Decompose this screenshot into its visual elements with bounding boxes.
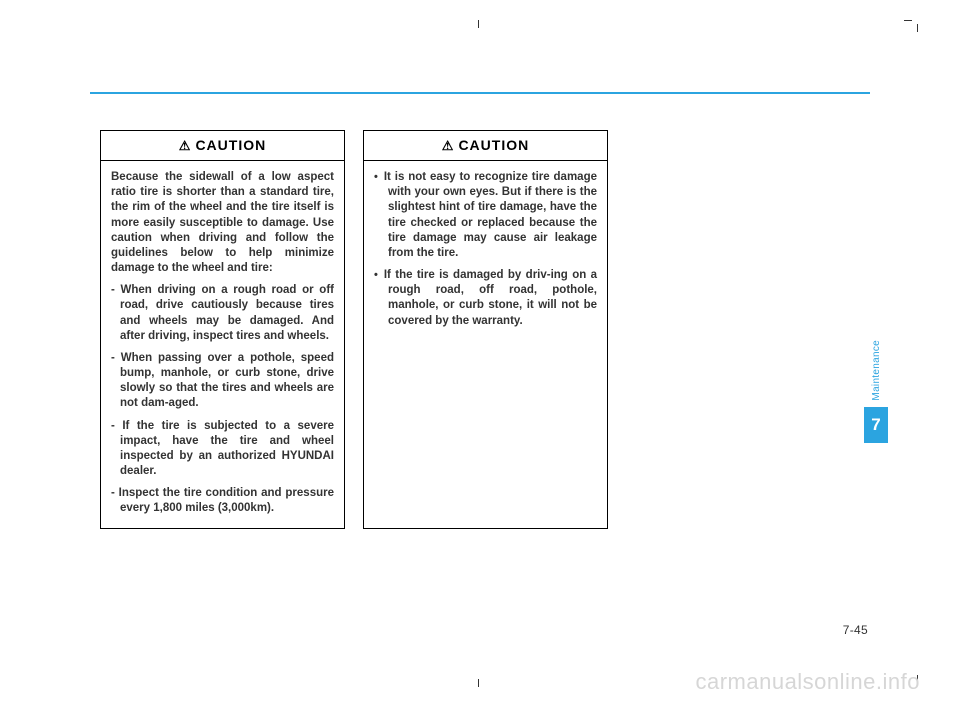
caution-header: ⚠CAUTION [364,131,607,161]
caution-text: It is not easy to recognize tire damage … [384,171,597,259]
caution-item: • It is not easy to recognize tire damage… [374,170,597,261]
caution-text: If the tire is damaged by driv-ing on a … [384,269,597,327]
caution-item: - When driving on a rough road or off ro… [111,283,334,344]
crop-mark [904,20,912,21]
header-divider [90,92,870,94]
caution-item: - If the tire is subjected to a severe i… [111,419,334,480]
caution-header: ⚠CAUTION [101,131,344,161]
section-label: Maintenance [871,340,882,401]
caution-box-right: ⚠CAUTION • It is not easy to recognize ti… [363,130,608,529]
caution-body: • It is not easy to recognize tire damage… [364,161,607,340]
caution-title: CAUTION [195,137,266,153]
caution-item: - Inspect the tire condition and pressur… [111,486,334,516]
caution-box-left: ⚠CAUTION Because the sidewall of a low a… [100,130,345,529]
caution-item: • If the tire is damaged by driv-ing on a… [374,268,597,329]
crop-mark [917,24,918,32]
content-area: ⚠CAUTION Because the sidewall of a low a… [100,130,608,529]
page-number: 7-45 [843,623,868,637]
watermark: carmanualsonline.info [695,669,920,695]
crop-mark [478,20,479,28]
bullet-icon: • [374,269,378,281]
warning-icon: ⚠ [179,138,192,153]
warning-icon: ⚠ [442,138,455,153]
bullet-icon: • [374,171,378,183]
caution-intro: Because the sidewall of a low aspect rat… [111,170,334,276]
crop-mark [478,679,479,687]
section-number: 7 [864,407,888,443]
caution-body: Because the sidewall of a low aspect rat… [101,161,344,528]
caution-item: - When passing over a pothole, speed bum… [111,351,334,412]
side-tab: Maintenance 7 [864,340,888,443]
caution-title: CAUTION [458,137,529,153]
